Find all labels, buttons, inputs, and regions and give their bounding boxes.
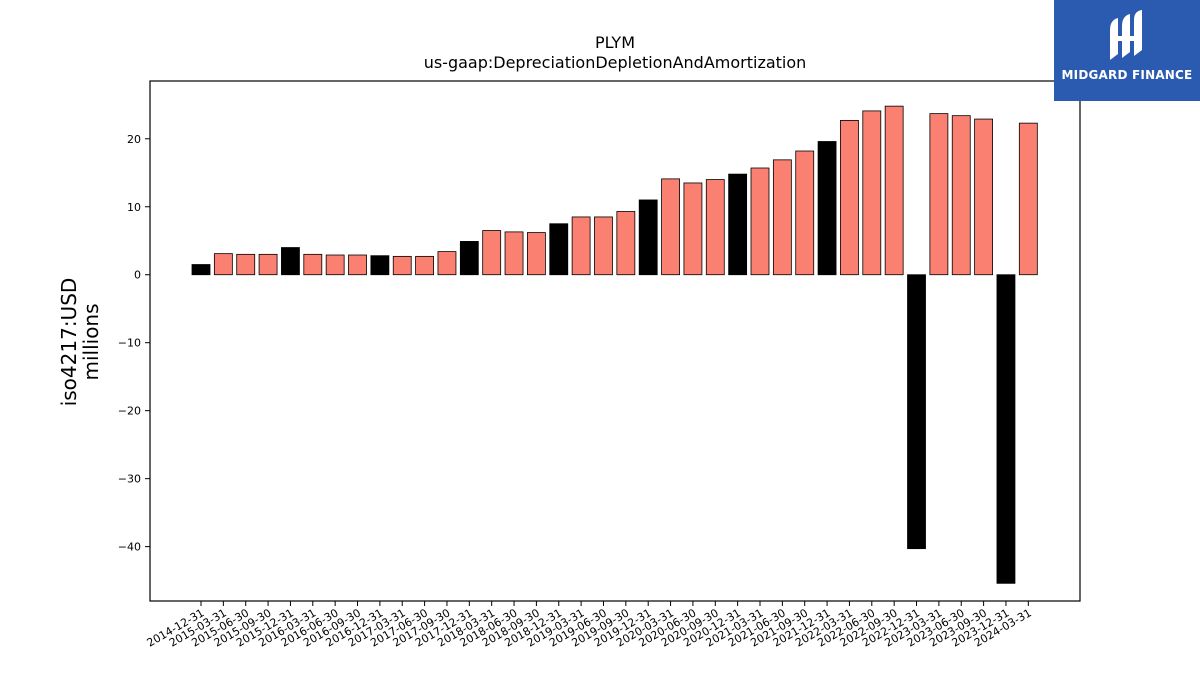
bar-2015-03-31 [213, 253, 233, 276]
y-tick-label: −40 [118, 541, 141, 554]
bar-2021-06-30 [772, 159, 792, 276]
y-axis-label-line2: millions [79, 303, 103, 380]
y-tick-label: 0 [134, 269, 141, 282]
bar-2020-12-31 [728, 173, 748, 276]
bar-2023-03-31 [929, 113, 949, 276]
y-tick-label: −20 [118, 405, 141, 418]
bar-2017-06-30 [415, 255, 435, 276]
bar-2015-09-30 [258, 253, 278, 276]
bar-2016-12-31 [370, 255, 390, 276]
plot-frame [149, 80, 1081, 602]
chart-subtitle: us-gaap:DepreciationDepletionAndAmortiza… [424, 53, 807, 72]
bar-2023-09-30 [974, 118, 993, 276]
bar-2018-03-31 [482, 230, 502, 276]
y-ticks-group: 20 10 0 −10 −20 −30 −40 [118, 133, 150, 554]
bar-2022-03-31 [840, 120, 859, 276]
bar-2020-03-31 [661, 178, 680, 276]
bar-2022-12-31 [907, 274, 926, 550]
chart-title: PLYM [595, 33, 635, 52]
bar-2019-03-31 [571, 216, 591, 276]
bar-2020-09-30 [705, 179, 725, 276]
bar-2021-12-31 [817, 141, 837, 276]
bar-2017-03-31 [392, 255, 412, 276]
bar-2018-09-30 [527, 232, 546, 276]
bar-2016-06-30 [325, 254, 345, 276]
bar-2020-06-30 [683, 182, 703, 276]
y-axis-label: iso4217:USD millions [57, 278, 103, 407]
bar-2021-09-30 [795, 150, 815, 276]
bar-2022-09-30 [884, 105, 904, 276]
bar-2023-06-30 [951, 115, 971, 276]
bar-2016-03-31 [303, 253, 323, 276]
y-axis-label-line1: iso4217:USD [57, 278, 81, 407]
bar-2017-12-31 [459, 241, 479, 276]
midgard-finance-logo: MIDGARD FINANCE [1054, 0, 1200, 101]
bar-2016-09-30 [348, 254, 367, 276]
bars-group [191, 105, 1038, 584]
bar-2021-03-31 [750, 167, 770, 276]
bar-2019-06-30 [594, 216, 613, 276]
y-tick-label: 10 [127, 201, 141, 214]
bar-2014-12-31 [191, 264, 211, 276]
bar-2018-12-31 [549, 223, 569, 276]
bar-2019-09-30 [616, 211, 636, 276]
y-tick-label: −10 [118, 337, 141, 350]
bar-2024-03-31 [1018, 122, 1038, 276]
bar-2023-12-31 [996, 274, 1016, 584]
bar-2017-09-30 [437, 251, 457, 276]
bar-2018-06-30 [504, 231, 524, 276]
y-tick-label: 20 [127, 133, 141, 146]
logo-text: MIDGARD FINANCE [1061, 68, 1193, 82]
bar-2019-12-31 [638, 199, 658, 276]
bar-2015-06-30 [236, 253, 256, 276]
midgard-logo-icon [1110, 10, 1142, 60]
bar-2022-06-30 [862, 110, 882, 276]
x-ticks-group: 2014-12-312015-03-312015-06-302015-09-30… [145, 601, 1034, 650]
y-tick-label: −30 [118, 473, 141, 486]
bar-2015-12-31 [281, 247, 300, 276]
